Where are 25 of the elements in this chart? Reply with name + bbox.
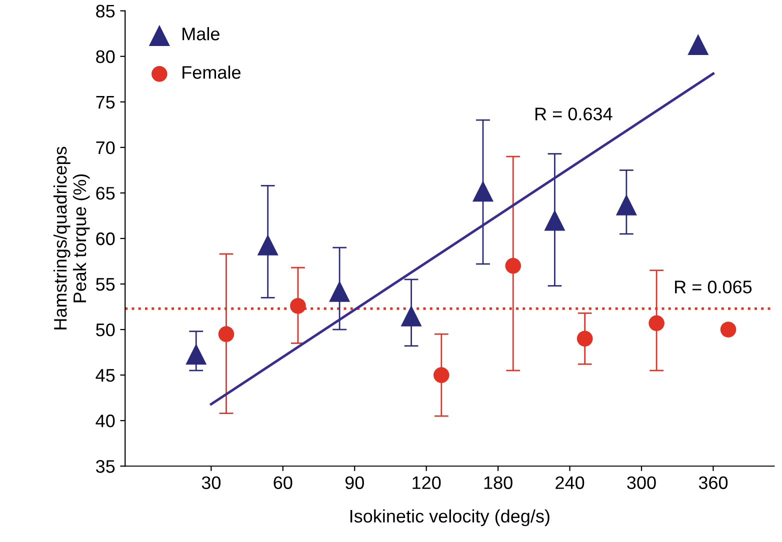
x-tick-label: 360 (698, 476, 728, 490)
x-axis-title: Isokinetic velocity (deg/s) (350, 509, 550, 526)
x-tick-label: 90 (345, 476, 364, 490)
x-tick-label: 30 (202, 476, 221, 490)
y-tick-label: 50 (96, 323, 115, 336)
y-tick-label: 70 (96, 141, 115, 154)
y-tick-label: 40 (96, 414, 115, 428)
y-tick-label: 55 (96, 278, 115, 291)
y-tick-label: 45 (96, 369, 115, 382)
annotation: R = 0.065 (675, 280, 752, 294)
x-tick-label: 120 (412, 476, 441, 490)
legend-label: Male (182, 27, 220, 40)
x-tick-label: 180 (484, 476, 512, 490)
x-tick-label: 300 (627, 476, 656, 490)
y-tick-label: 35 (96, 460, 115, 473)
y-axis-title: Hamstrings/quadriceps Peak torque (%) (53, 146, 90, 330)
x-tick-label: 240 (556, 476, 584, 490)
annotation: R = 0.634 (536, 108, 612, 120)
y-tick-label: 75 (96, 96, 115, 109)
y-tick-label: 85 (96, 4, 115, 18)
legend-label: Female (182, 66, 240, 79)
y-tick-label: 65 (96, 186, 115, 200)
y-tick-label: 60 (96, 232, 115, 246)
x-tick-label: 60 (274, 476, 292, 490)
y-tick-label: 80 (96, 50, 115, 64)
